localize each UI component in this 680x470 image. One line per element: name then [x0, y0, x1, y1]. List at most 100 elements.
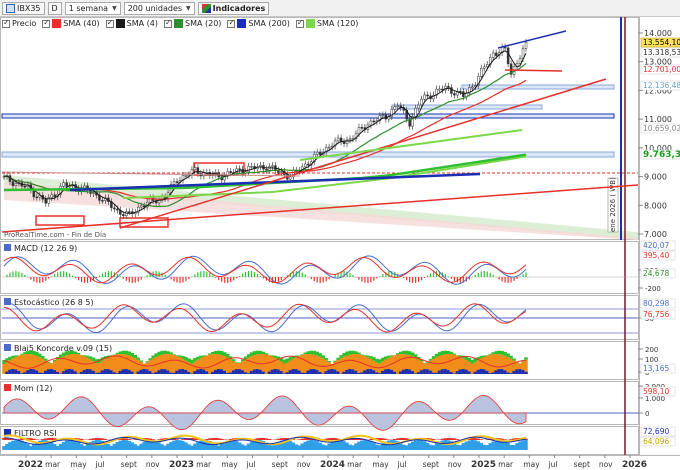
- value-label-box: [640, 436, 676, 447]
- axis-tick-label: 14.000: [644, 29, 672, 38]
- candle-body: [426, 94, 429, 97]
- candle-body: [139, 205, 143, 208]
- candle-body: [268, 166, 271, 171]
- candle-body: [193, 167, 197, 171]
- candle-body: [503, 46, 507, 49]
- candle-body: [357, 127, 361, 134]
- value-label-box: [640, 386, 676, 397]
- value-label: 64,096: [643, 437, 669, 446]
- xaxis-label: mar: [45, 460, 61, 469]
- xaxis-label: sept: [121, 460, 137, 469]
- xaxis-label: may: [372, 460, 389, 469]
- timeframe-dropdown[interactable]: 1 semana ▼: [64, 1, 121, 15]
- units-label: 200 unidades: [127, 3, 183, 13]
- value-label: 13,165: [643, 364, 669, 373]
- panel-title: Estocástico (26 8 5): [14, 298, 94, 307]
- candle-body: [172, 181, 176, 185]
- legend-item[interactable]: SMA (120): [295, 18, 358, 28]
- candle-body: [471, 86, 474, 89]
- axis-tick-label: 200: [645, 346, 658, 354]
- macd-signal-line: [3, 256, 527, 284]
- axis-tick-label: 0: [645, 410, 649, 418]
- watermark: ProRealTime.com - Fin de Día: [4, 231, 106, 239]
- panel-title-swatch: [4, 429, 11, 436]
- legend-checkbox[interactable]: [227, 18, 236, 28]
- value-label-box: [640, 426, 676, 437]
- legend-label: SMA (4): [126, 19, 158, 28]
- legend-item[interactable]: SMA (20): [163, 18, 221, 28]
- price-label: 10.659,02: [643, 124, 680, 133]
- candle-body: [101, 200, 104, 202]
- legend-item[interactable]: Precio: [2, 18, 36, 28]
- candle-body: [65, 182, 68, 187]
- xaxis-label: sept: [272, 460, 288, 469]
- price-label-box: [640, 149, 680, 160]
- candle-body: [229, 171, 232, 173]
- units-dropdown[interactable]: 200 unidades ▼: [123, 1, 195, 15]
- candle-body: [456, 90, 459, 96]
- value-label-box: [640, 298, 676, 309]
- value-label: 598,10: [643, 387, 669, 396]
- legend-checkbox[interactable]: [295, 18, 304, 28]
- xaxis-label: 2022: [18, 460, 43, 470]
- xaxis-label: 2026: [622, 460, 647, 470]
- legend-checkbox[interactable]: [2, 18, 10, 28]
- candle-body: [524, 41, 528, 49]
- panel-frame: [0, 426, 639, 455]
- xaxis-label: nov: [448, 460, 462, 469]
- indicators-icon: [201, 3, 211, 13]
- legend-checkbox[interactable]: [42, 18, 51, 28]
- candle-body: [423, 94, 426, 100]
- candle-body: [447, 86, 450, 88]
- resistance-red: [504, 69, 563, 72]
- price-label: 12.136,48: [643, 81, 680, 90]
- candle-body: [44, 198, 48, 204]
- chevron-down-icon: ▼: [186, 4, 191, 12]
- highlight-box: [35, 215, 85, 226]
- sma-120-line: [123, 155, 527, 199]
- candle-body: [265, 168, 268, 171]
- candle-body: [482, 66, 486, 69]
- candle-body: [506, 47, 510, 65]
- legend-item[interactable]: SMA (40): [42, 18, 100, 28]
- legend-item[interactable]: SMA (4): [105, 18, 158, 28]
- symbol-icon: [6, 3, 15, 13]
- candle-body: [53, 194, 56, 198]
- candle-body: [420, 98, 423, 106]
- panel-title: MACD (12 26 9): [14, 244, 77, 253]
- symbol-selector[interactable]: IBX35: [2, 1, 45, 15]
- value-label-box: [640, 240, 676, 251]
- panel-title-swatch: [4, 244, 11, 251]
- candle-body: [318, 151, 322, 155]
- indicators-button[interactable]: Indicadores: [197, 1, 270, 15]
- stoch-k-line: [3, 302, 527, 334]
- indicators-label: Indicadores: [212, 3, 266, 13]
- legend-checkbox[interactable]: [105, 18, 114, 28]
- candle-body: [324, 147, 328, 153]
- candle-body: [307, 163, 310, 166]
- highlight-box: [119, 217, 169, 228]
- candle-body: [491, 52, 495, 58]
- xaxis-label: jul: [95, 460, 105, 469]
- candle-body: [333, 140, 337, 147]
- candle-body: [453, 93, 456, 96]
- period-selector[interactable]: D: [47, 1, 62, 15]
- axis-tick-label: 10.000: [644, 144, 672, 153]
- candle-body: [477, 76, 480, 86]
- candle-body: [342, 141, 346, 144]
- candle-body: [92, 192, 95, 194]
- axis-tick-label: 8.000: [644, 201, 667, 210]
- legend-swatch: [52, 19, 62, 28]
- rsi-line: [3, 436, 527, 446]
- legend-item[interactable]: SMA (200): [227, 18, 290, 28]
- zone-blue: [461, 84, 615, 90]
- legend-checkbox[interactable]: [163, 18, 172, 28]
- price-label-box: [640, 64, 680, 75]
- zone-blue: [1, 113, 615, 119]
- trendline-red-lower: [1, 184, 639, 233]
- value-label-box: [640, 309, 676, 320]
- value-label-box: [640, 268, 676, 279]
- candle-body: [184, 175, 188, 177]
- candle-body: [345, 139, 349, 144]
